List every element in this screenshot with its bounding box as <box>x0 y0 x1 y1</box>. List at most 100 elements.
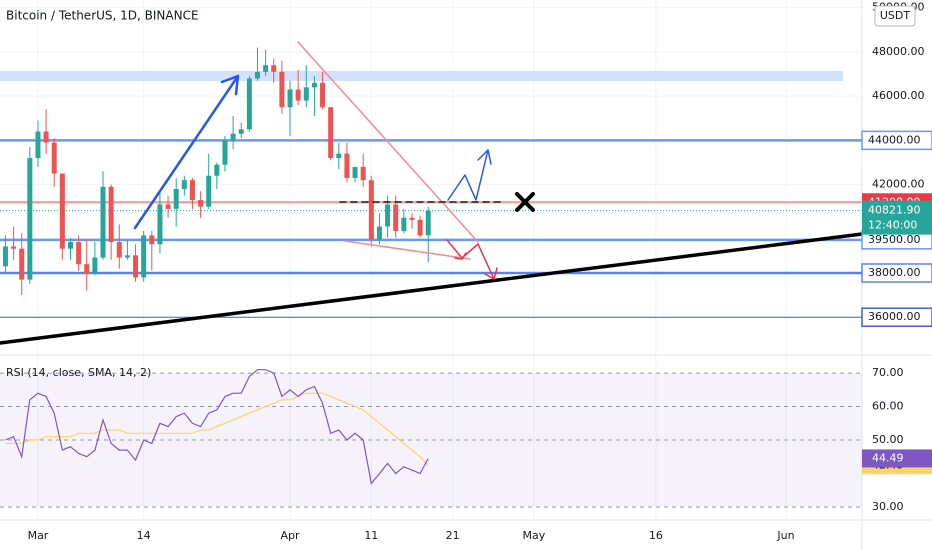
candle-body <box>206 175 212 207</box>
candle-body <box>59 173 65 249</box>
candle-body <box>279 71 285 108</box>
candle-body <box>198 200 204 207</box>
candle-body <box>360 166 366 181</box>
arrow <box>133 74 240 230</box>
y-tick-label: 70.00 <box>872 366 904 379</box>
currency-box[interactable] <box>874 5 916 27</box>
candle-body <box>157 204 163 245</box>
candle-body <box>133 255 139 278</box>
candle-body <box>254 71 260 79</box>
candle-body <box>43 131 49 143</box>
x-tick-label: 16 <box>649 529 663 542</box>
candle-body <box>295 89 301 101</box>
candle-body <box>2 246 8 267</box>
candle-body <box>108 186 114 243</box>
candle-body <box>393 204 399 231</box>
x-tick-label: May <box>523 529 546 542</box>
candle-body <box>173 188 179 209</box>
y-tick-label: 48000.00 <box>872 45 925 58</box>
y-tick-label: 50.00 <box>872 433 904 446</box>
x-tick-label: 21 <box>446 529 460 542</box>
candle-body <box>27 158 33 280</box>
candle-body <box>76 242 82 265</box>
y-tick-label: 60.00 <box>872 400 904 413</box>
drawings <box>0 41 864 345</box>
arrow <box>446 239 495 280</box>
candle-body <box>246 78 252 130</box>
trendline <box>297 41 479 243</box>
x-tick-label: 11 <box>364 529 378 542</box>
candle-body <box>149 235 155 245</box>
arrow-head <box>477 149 492 165</box>
candle-body <box>238 129 244 134</box>
level-label: 44000.00 <box>868 133 921 146</box>
zone <box>0 71 843 81</box>
last-price: 40821.90 <box>868 204 921 217</box>
candle-body <box>271 65 277 72</box>
candle-body <box>425 210 431 236</box>
candle-body <box>385 204 391 227</box>
countdown: 12:40:00 <box>868 219 917 232</box>
y-tick-label: 30.00 <box>872 500 904 513</box>
level-label: 39500.00 <box>868 233 921 246</box>
candle-body <box>100 186 106 258</box>
candle-body <box>417 219 423 236</box>
candle-body <box>352 166 358 178</box>
candle-body <box>336 153 342 159</box>
y-tick-label: 42000.00 <box>872 178 925 191</box>
arrow-head <box>484 267 498 280</box>
value-badge <box>862 449 932 468</box>
candle-body <box>165 204 171 209</box>
candle-body <box>11 246 17 249</box>
level-label: 38000.00 <box>868 266 921 279</box>
candle-body <box>222 140 228 165</box>
candle-body <box>124 255 130 258</box>
level-badge <box>861 263 932 283</box>
candle-body <box>328 107 334 159</box>
arrow-head <box>220 74 240 96</box>
candle-body <box>189 180 195 201</box>
value-label: 44.49 <box>872 451 904 464</box>
candle-body <box>35 131 41 159</box>
candle-body <box>116 242 122 258</box>
level-badge <box>861 130 932 151</box>
level-badge <box>861 307 932 327</box>
candle-body <box>344 153 350 178</box>
x-tick-label: Apr <box>281 529 301 542</box>
candle-body <box>311 82 317 88</box>
candle-body <box>376 226 382 240</box>
candle-body <box>84 264 90 273</box>
candle-body <box>214 164 220 176</box>
arrow-head <box>454 252 467 260</box>
x-mark <box>515 192 535 212</box>
chart-title: Bitcoin / TetherUS, 1D, BINANCE <box>6 9 199 23</box>
last-price-badge <box>862 200 932 235</box>
x-tick-label: Jun <box>776 529 794 542</box>
candle-body <box>19 248 25 280</box>
rsi-line <box>5 369 429 485</box>
candle-body <box>263 65 269 72</box>
arrow <box>447 149 489 201</box>
currency: USDT <box>880 9 911 22</box>
candle-body <box>401 217 407 231</box>
candle-body <box>409 217 415 220</box>
level-label: 36000.00 <box>868 310 921 323</box>
candle-body <box>51 142 57 174</box>
candle-body <box>181 180 187 189</box>
candle-body <box>230 133 236 141</box>
candle-body <box>92 257 98 273</box>
candle-body <box>303 87 309 101</box>
trendline <box>0 232 864 345</box>
rsi-line <box>5 392 429 466</box>
x-tick-label: Mar <box>28 529 49 542</box>
candle-body <box>67 242 73 249</box>
y-tick-label: 46000.00 <box>872 89 925 102</box>
candle-body <box>287 89 293 108</box>
candle-body <box>320 82 326 108</box>
candle-body <box>141 235 147 278</box>
x-tick-label: 14 <box>137 529 151 542</box>
candle-body <box>368 180 374 240</box>
trendline <box>344 240 471 260</box>
